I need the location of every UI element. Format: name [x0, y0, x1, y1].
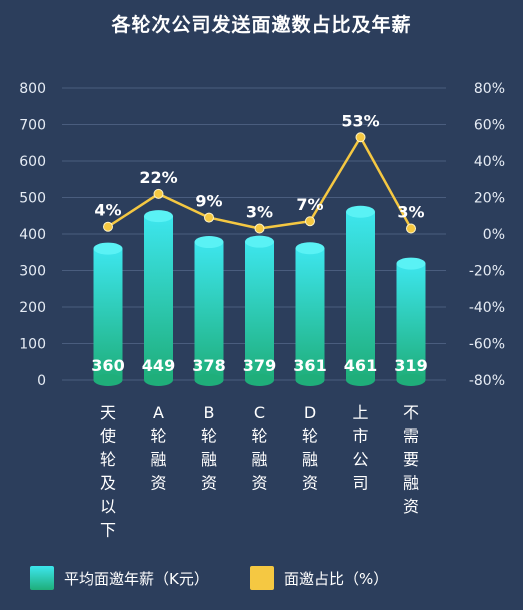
bar-value-label: 379: [243, 356, 276, 375]
ratio-value-label: 3%: [246, 203, 273, 222]
bar: [396, 257, 426, 386]
right-tick-label: 40%: [474, 154, 505, 170]
ratio-value-label: 7%: [296, 195, 323, 214]
ratio-value-label: 9%: [195, 192, 222, 211]
ratio-point: [153, 188, 164, 199]
bar-body: [93, 248, 123, 380]
category-label: A 轮融资: [150, 403, 166, 493]
bar-value-label: 378: [192, 356, 225, 375]
ratio-point: [305, 216, 315, 227]
bar-cap-top: [93, 242, 123, 255]
bar-cap-bottom: [93, 374, 123, 386]
bar: [295, 242, 325, 386]
bar-value-label: 461: [344, 356, 377, 375]
right-tick-label: 80%: [474, 81, 505, 97]
bar-cap-top: [245, 235, 274, 248]
left-tick-label: 200: [19, 300, 46, 316]
bar: [93, 242, 123, 386]
bar-cap-top: [346, 205, 375, 218]
category-label: 上市公司: [352, 403, 368, 493]
bar-cap-bottom: [346, 374, 375, 386]
bar-cap-bottom: [396, 374, 426, 386]
bar-body: [245, 241, 274, 380]
bar-cap-top: [295, 242, 325, 255]
ratio-point: [204, 212, 214, 223]
legend-swatch-salary: [30, 566, 54, 590]
right-tick-label: 60%: [474, 118, 505, 134]
bar-cap-top: [144, 210, 173, 223]
legend-item-ratio: 面邀占比（%）: [250, 566, 388, 590]
ratio-value-label: 53%: [341, 111, 379, 130]
bar-body: [346, 211, 375, 380]
bar-value-label: 319: [394, 356, 427, 375]
bar-cap-bottom: [295, 374, 325, 386]
bar-body: [144, 216, 173, 380]
chart-title: 各轮次公司发送面邀数占比及年薪: [111, 14, 412, 36]
legend-swatch-ratio: [250, 566, 274, 590]
left-tick-label: 0: [37, 373, 46, 389]
bar-value-label: 361: [293, 356, 326, 375]
left-tick-label: 500: [19, 191, 46, 207]
bar-value-label: 449: [142, 356, 175, 375]
right-tick-label: -20%: [469, 264, 505, 280]
bar: [245, 235, 274, 386]
left-tick-label: 700: [19, 118, 46, 134]
legend-label-salary: 平均面邀年薪（K元）: [64, 569, 209, 588]
bar-body: [396, 263, 426, 380]
ratio-point: [406, 223, 416, 234]
right-tick-label: -40%: [469, 300, 505, 316]
legend: 平均面邀年薪（K元） 面邀占比（%）: [0, 566, 523, 596]
ratio-point: [355, 132, 366, 143]
bar-body: [295, 248, 325, 380]
left-tick-label: 600: [19, 154, 46, 170]
legend-item-salary: 平均面邀年薪（K元）: [30, 566, 209, 590]
category-label: 不需要融资: [403, 403, 419, 516]
bar: [194, 236, 224, 386]
ratio-point: [254, 223, 265, 234]
ratio-value-label: 4%: [94, 201, 121, 220]
bar-body: [194, 242, 224, 380]
left-tick-label: 800: [19, 81, 46, 97]
right-tick-label: -60%: [469, 337, 505, 353]
bar-cap-bottom: [194, 374, 224, 386]
category-label: B 轮融资: [201, 403, 217, 493]
ratio-value-label: 22%: [139, 168, 177, 187]
bar-cap-top: [194, 236, 224, 249]
left-tick-label: 100: [19, 337, 46, 353]
right-tick-label: 20%: [474, 191, 505, 207]
left-tick-label: 300: [19, 264, 46, 280]
combo-chart: 0 100 200 300 400 500 600 700 800 -80% -60% -40% -2…: [19, 81, 505, 540]
ratio-value-label: 3%: [397, 203, 424, 222]
category-label: C 轮融资: [251, 403, 267, 493]
category-label: 天使轮及以下: [100, 403, 116, 540]
left-tick-label: 400: [19, 227, 46, 243]
bar: [144, 210, 173, 386]
category-label: D 轮融资: [302, 403, 318, 493]
bar-cap-top: [396, 257, 426, 270]
bar-cap-bottom: [144, 374, 173, 386]
bar: [346, 205, 375, 386]
legend-label-ratio: 面邀占比（%）: [284, 569, 389, 588]
right-tick-label: 0%: [483, 227, 505, 243]
bar-cap-bottom: [245, 374, 274, 386]
ratio-point: [103, 221, 113, 232]
right-tick-label: -80%: [469, 373, 505, 389]
bar-value-label: 360: [91, 356, 124, 375]
